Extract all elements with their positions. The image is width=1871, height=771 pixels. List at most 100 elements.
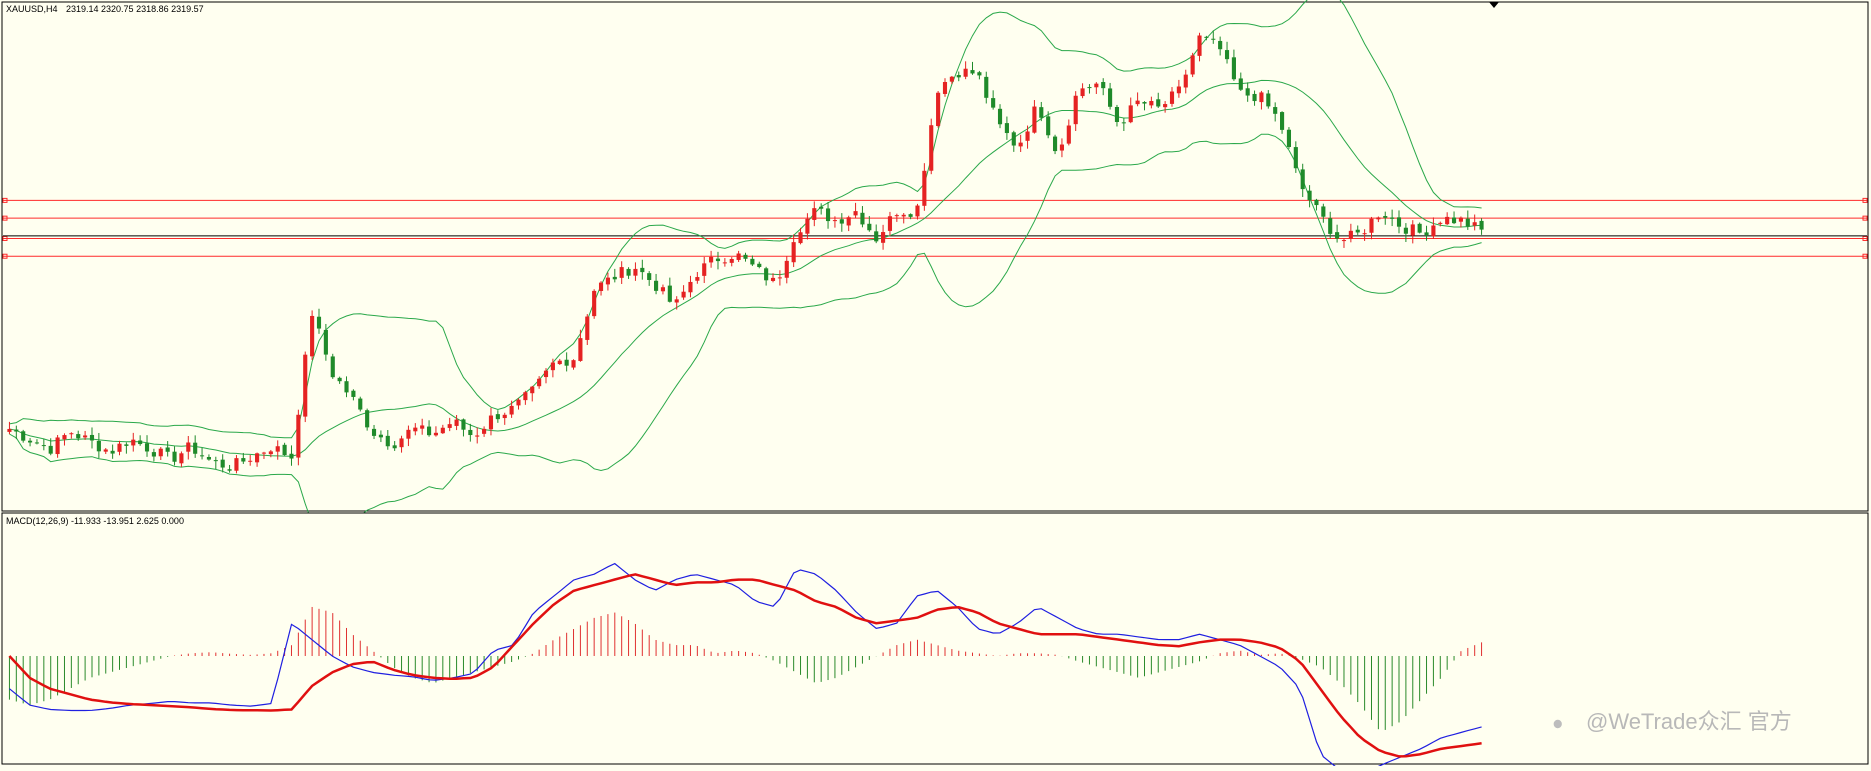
candle-body	[172, 451, 177, 462]
candle-body	[784, 260, 789, 278]
candle-body	[702, 263, 707, 276]
candle-body	[881, 232, 886, 243]
macd-histogram	[8, 606, 1483, 730]
candle-body	[564, 359, 569, 366]
candle-body	[365, 410, 370, 428]
candle-body	[323, 329, 328, 355]
candle-body	[351, 390, 356, 397]
candle-body	[406, 429, 411, 439]
candle-body	[213, 460, 218, 462]
candle-body	[592, 290, 597, 317]
candle-body	[571, 360, 576, 368]
candle-body	[440, 427, 445, 434]
candle-body	[420, 425, 425, 429]
candle-body	[475, 435, 480, 437]
horizontal-line-handle-left	[2, 197, 8, 203]
candle-body	[1094, 83, 1099, 88]
candle-body	[530, 386, 535, 394]
candle-body	[227, 469, 232, 471]
candle-body	[626, 268, 631, 276]
candle-body	[1369, 218, 1374, 233]
macd-panel: MACD(12,26,9) -11.933 -13.951 2.625 0.00…	[1, 512, 1869, 771]
candle-body	[62, 435, 67, 440]
candle-body	[378, 434, 383, 438]
candle-body	[179, 453, 184, 464]
candle-body	[949, 76, 954, 82]
candle-body	[447, 424, 452, 428]
candle-body	[282, 444, 287, 456]
candle-body	[433, 432, 439, 436]
candle-body	[654, 280, 659, 291]
candle-body	[1321, 206, 1326, 217]
candle-body	[289, 453, 294, 459]
candle-body	[812, 208, 817, 220]
candle-body	[1335, 232, 1340, 239]
candle-body	[942, 81, 948, 94]
candle-body	[956, 75, 961, 78]
candle-body	[399, 438, 404, 448]
candle-body	[1410, 224, 1415, 236]
candle-body	[509, 405, 514, 415]
candle-body	[186, 442, 191, 452]
candle-body	[206, 456, 211, 460]
watermark-logo-icon: ⦁	[1553, 713, 1563, 734]
candle-body	[83, 435, 88, 438]
candle-body	[612, 276, 617, 280]
candle-body	[846, 217, 851, 226]
candle-body	[695, 277, 700, 281]
candle-body	[14, 429, 19, 432]
candle-body	[1286, 129, 1292, 147]
candle-body	[1066, 125, 1071, 144]
candle-body	[1348, 230, 1353, 239]
candle-body	[344, 381, 349, 393]
candle-body	[1163, 104, 1168, 108]
candle-body	[750, 258, 755, 265]
candle-body	[805, 218, 810, 234]
candle-body	[1451, 217, 1457, 224]
candle-body	[1039, 107, 1044, 118]
candle-body	[819, 206, 824, 209]
candle-body	[413, 427, 418, 432]
candle-body	[1211, 38, 1216, 40]
candle-body	[1479, 220, 1484, 230]
candle-body	[316, 316, 322, 329]
candle-body	[34, 442, 40, 444]
candle-body	[1011, 132, 1016, 146]
candle-body	[117, 443, 122, 452]
candle-body	[426, 426, 432, 436]
candle-body	[255, 453, 260, 463]
candle-body	[1259, 92, 1264, 103]
candle-body	[1472, 222, 1477, 226]
candle-body	[688, 281, 693, 293]
candle-body	[709, 256, 714, 263]
candle-body	[103, 449, 108, 452]
candle-body	[310, 315, 315, 357]
candle-body	[1252, 93, 1257, 102]
chart-shift-marker-icon[interactable]	[1489, 2, 1499, 8]
candle-body	[1135, 100, 1140, 105]
candle-body	[853, 211, 858, 216]
candle-body	[970, 70, 975, 74]
candle-body	[1169, 91, 1175, 104]
candle-body	[578, 338, 583, 361]
candle-body	[1149, 100, 1154, 106]
candle-body	[1355, 229, 1360, 233]
candle-body	[1025, 131, 1030, 141]
bollinger-upper-band	[9, 0, 1482, 439]
candle-body	[984, 76, 989, 98]
candle-body	[28, 440, 33, 443]
candle-body	[860, 212, 865, 225]
candle-body	[165, 447, 170, 452]
candle-body	[199, 455, 205, 457]
candle-body	[605, 277, 610, 285]
candle-body	[722, 262, 727, 264]
candle-body	[261, 452, 267, 454]
candle-body	[997, 108, 1003, 125]
macd-panel-frame	[1, 512, 1869, 765]
candle-body	[1273, 107, 1278, 114]
candle-body	[461, 419, 466, 430]
candle-body	[48, 445, 53, 454]
candle-body	[76, 434, 81, 439]
